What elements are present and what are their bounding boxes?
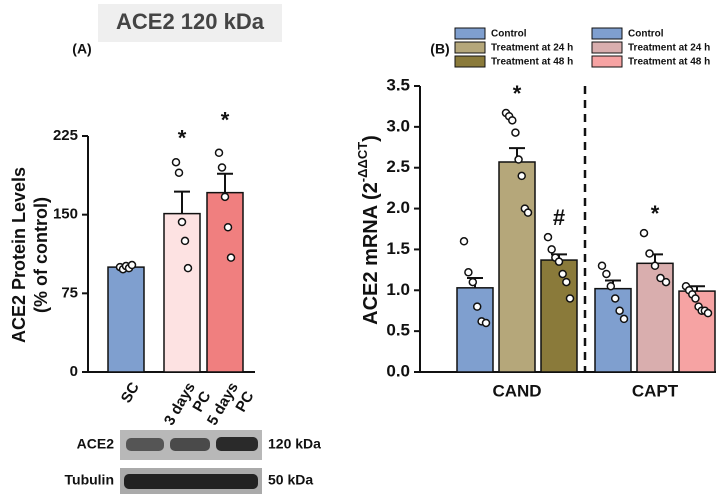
data-point <box>523 208 533 217</box>
error-bar <box>689 285 705 292</box>
significance-mark: * <box>221 108 230 133</box>
bar <box>107 266 145 373</box>
data-point <box>171 157 181 167</box>
y-tick-label: 3.5 <box>386 75 410 94</box>
data-point <box>656 273 665 283</box>
y-tick-label: 2.5 <box>386 157 410 176</box>
legend-swatch <box>454 55 486 68</box>
data-point <box>562 277 571 287</box>
data-point <box>174 168 184 177</box>
y-tick-label: 0.5 <box>386 321 410 340</box>
data-point <box>606 281 616 291</box>
legend-swatch <box>591 41 623 54</box>
legend-swatch <box>454 41 486 54</box>
data-point <box>180 236 190 246</box>
data-point <box>610 294 620 303</box>
panel-label: (A) <box>72 41 91 57</box>
x-tick-label: SC <box>118 379 143 406</box>
data-point <box>223 223 233 232</box>
data-point <box>597 261 607 271</box>
data-point <box>554 257 564 266</box>
data-point <box>508 116 517 125</box>
data-point <box>615 306 624 315</box>
blot-size: 50 kDa <box>268 472 313 488</box>
y-axis-label: (% of control) <box>31 197 51 313</box>
data-point <box>691 294 700 303</box>
bar <box>498 161 536 373</box>
data-point <box>220 192 230 202</box>
significance-mark: * <box>178 125 187 150</box>
data-point <box>565 294 575 303</box>
legend-label: Control <box>628 29 664 40</box>
data-point <box>177 217 187 227</box>
data-point <box>645 249 654 258</box>
bar <box>456 287 494 373</box>
legend-label: Treatment at 48 h <box>491 57 573 68</box>
blot-label: ACE2 <box>77 436 115 452</box>
data-point <box>214 148 224 158</box>
y-tick-label: 0.0 <box>386 361 410 380</box>
y-tick-label: 3.0 <box>386 116 410 135</box>
bar <box>163 212 201 373</box>
data-point <box>650 261 660 271</box>
legend-swatch <box>591 55 623 68</box>
data-point <box>127 260 137 270</box>
data-point <box>217 163 227 172</box>
data-point <box>517 171 526 181</box>
legend-label: Treatment at 48 h <box>628 57 710 68</box>
y-tick-label: 1.0 <box>386 280 410 299</box>
data-point <box>183 263 193 273</box>
data-point <box>619 314 629 324</box>
data-point <box>661 277 671 287</box>
data-point <box>468 277 478 287</box>
data-point <box>459 237 469 246</box>
panel-label: (B) <box>430 41 449 57</box>
data-point <box>481 318 491 328</box>
y-axis-label-text: ) <box>360 135 382 142</box>
error-bar <box>174 190 190 214</box>
data-point <box>511 128 520 137</box>
blot-size: 120 kDa <box>268 436 321 452</box>
error-bar <box>217 172 233 193</box>
y-tick-label: 1.5 <box>386 239 410 258</box>
bar <box>206 191 244 373</box>
legend-label: Treatment at 24 h <box>628 43 710 54</box>
x-tick-label: CAND <box>492 381 541 400</box>
blot-images <box>120 430 262 494</box>
x-tick-label: CAPT <box>632 381 679 400</box>
y-tick-label: 0 <box>70 363 78 380</box>
data-point <box>547 245 556 254</box>
y-tick-label: 75 <box>61 284 78 301</box>
legend-label: Control <box>491 29 527 40</box>
data-point <box>703 308 713 318</box>
y-tick-label: 150 <box>53 206 78 223</box>
y-tick-label: 225 <box>53 127 78 144</box>
y-axis-label-text: ACE2 mRNA (2 <box>360 182 382 325</box>
y-axis-label-superscript: -ΔΔCT <box>355 142 370 182</box>
data-point <box>639 228 649 238</box>
data-point <box>472 302 482 311</box>
blot-label: Tubulin <box>65 472 115 488</box>
chart-title: ACE2 120 kDa <box>116 9 265 34</box>
legend-swatch <box>591 27 623 40</box>
bar <box>540 259 578 373</box>
data-point <box>514 155 523 164</box>
data-point <box>464 268 473 277</box>
legend-label: Treatment at 24 h <box>491 43 573 54</box>
y-axis-label: ACE2 Protein Levels <box>9 167 29 343</box>
data-point <box>602 269 611 279</box>
y-tick-label: 2.0 <box>386 198 410 217</box>
title-box <box>98 4 282 42</box>
y-axis-label: ACE2 mRNA (2-ΔΔCT) <box>355 135 382 325</box>
data-point <box>543 232 553 242</box>
significance-mark: * <box>513 81 522 106</box>
legend-swatch <box>454 27 486 40</box>
significance-mark: # <box>553 205 565 230</box>
significance-mark: * <box>651 201 660 226</box>
data-point <box>558 269 567 279</box>
data-point <box>226 253 236 262</box>
